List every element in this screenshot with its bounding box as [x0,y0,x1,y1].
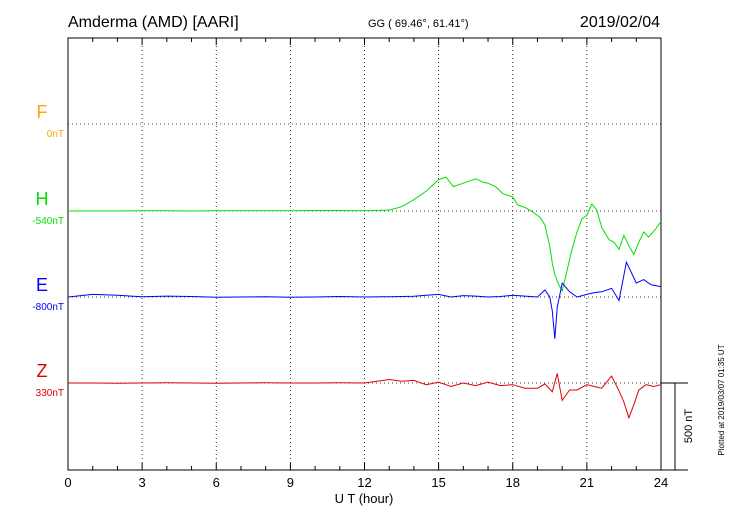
component-baseline-f: 0nT [47,129,64,140]
x-tick-label: 0 [64,475,71,490]
x-axis-label: U T (hour) [335,491,394,506]
station-title: Amderma (AMD) [AARI] [68,14,239,31]
station-coords: GG ( 69.46°, 61.41°) [368,18,469,30]
x-tick-label: 6 [213,475,220,490]
plot-grid [68,38,661,470]
scale-bar-label: 500 nT [683,409,695,444]
component-baseline-h: -540nT [32,216,64,227]
component-baseline-e: -800nT [32,302,64,313]
component-label-f: F [37,102,48,122]
x-tick-label: 24 [654,475,668,490]
component-label-z: Z [37,361,48,381]
x-tick-label: 3 [139,475,146,490]
trace-z [68,373,662,420]
trace-h [68,176,662,293]
component-label-e: E [36,275,48,295]
component-labels: F 0nT H -540nT E -800nT Z 330nT [32,102,64,399]
scale-bar: 500 nT [661,382,695,471]
plot-date: 2019/02/04 [580,14,660,31]
x-axis-ticks: 0 3 6 9 12 15 18 21 24 [64,38,668,490]
component-label-h: H [36,189,49,209]
x-tick-label: 12 [357,475,371,490]
trace-e [67,260,662,339]
x-tick-label: 15 [431,475,445,490]
x-tick-label: 9 [287,475,294,490]
data-traces [67,176,662,420]
plotted-timestamp: Plotted at 2019/03/07 01:35 UT [717,344,726,455]
x-tick-label: 18 [506,475,520,490]
component-baseline-z: 330nT [36,388,64,399]
x-tick-label: 21 [580,475,594,490]
